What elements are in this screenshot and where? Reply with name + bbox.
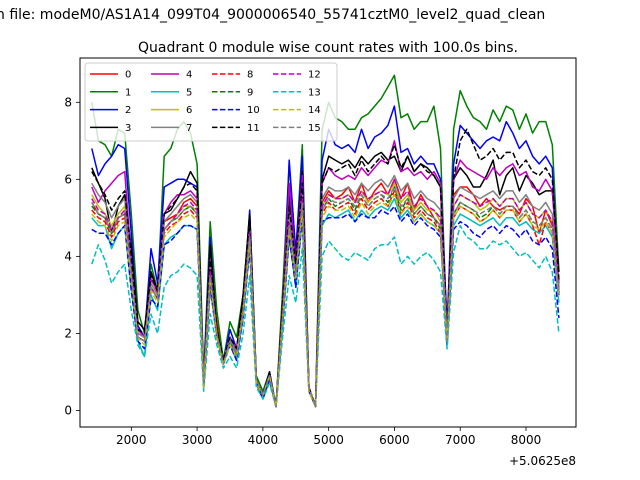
legend-label-0: 0 bbox=[125, 70, 131, 81]
series-line-13 bbox=[91, 224, 560, 408]
x-tick-label: 7000 bbox=[445, 433, 476, 447]
series-line-12 bbox=[91, 178, 560, 408]
series-line-14 bbox=[91, 193, 560, 408]
legend-label-5: 5 bbox=[186, 87, 192, 98]
series-line-3 bbox=[91, 151, 560, 408]
series-line-15 bbox=[91, 186, 560, 408]
x-tick-label: 3000 bbox=[182, 433, 213, 447]
legend-label-12: 12 bbox=[308, 70, 321, 81]
x-tick-label: 2000 bbox=[116, 433, 147, 447]
x-tick-label: 6000 bbox=[379, 433, 410, 447]
figure-suptitle: n file: modeM0/AS1A14_099T04_9000006540_… bbox=[0, 7, 545, 23]
axes: 2000 3000 4000 5000 6000 7000 8000 0 2 4 6 8 bbox=[64, 95, 541, 447]
y-tick-label: 4 bbox=[64, 249, 72, 263]
y-tick-label: 8 bbox=[64, 95, 72, 109]
plot-area bbox=[91, 74, 560, 408]
legend-label-13: 13 bbox=[308, 87, 321, 98]
x-tick-label: 4000 bbox=[248, 433, 279, 447]
x-tick-label: 8000 bbox=[511, 433, 542, 447]
legend-label-1: 1 bbox=[125, 87, 131, 98]
chart-title: Quadrant 0 module wise count rates with … bbox=[138, 40, 518, 56]
plot-frame bbox=[79, 57, 577, 428]
legend-box bbox=[84, 62, 338, 142]
y-tick-label: 0 bbox=[64, 403, 72, 417]
x-offset-label: +5.0625e8 bbox=[509, 454, 576, 468]
series-line-7 bbox=[91, 174, 560, 408]
legend-label-2: 2 bbox=[125, 105, 131, 116]
legend-label-11: 11 bbox=[247, 123, 260, 134]
legend-label-15: 15 bbox=[308, 123, 321, 134]
legend-label-3: 3 bbox=[125, 123, 131, 134]
y-tick-label: 2 bbox=[64, 326, 72, 340]
series-line-2 bbox=[91, 105, 560, 408]
legend-label-6: 6 bbox=[186, 105, 192, 116]
legend-label-10: 10 bbox=[247, 105, 260, 116]
legend-label-8: 8 bbox=[247, 70, 253, 81]
series-line-5 bbox=[91, 197, 560, 408]
x-tick-label: 5000 bbox=[313, 433, 344, 447]
legend-label-4: 4 bbox=[186, 70, 192, 81]
legend-label-7: 7 bbox=[186, 123, 192, 134]
series-line-11 bbox=[91, 128, 560, 408]
y-tick-label: 6 bbox=[64, 172, 72, 186]
legend-label-14: 14 bbox=[308, 105, 321, 116]
legend-label-9: 9 bbox=[247, 87, 253, 98]
